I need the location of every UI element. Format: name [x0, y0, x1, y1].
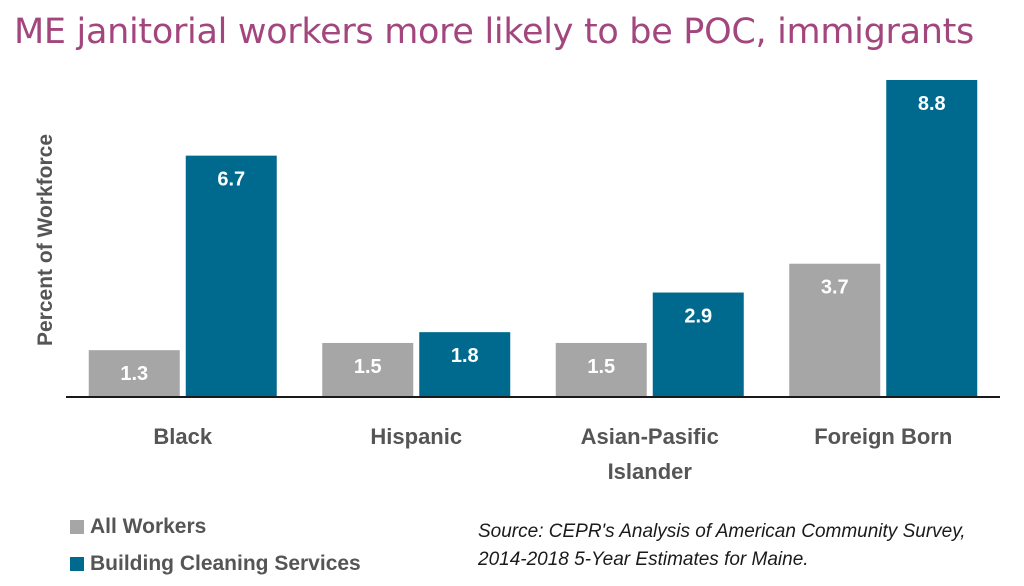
- legend-label-building-cleaning: Building Cleaning Services: [90, 551, 361, 575]
- chart-title: ME janitorial workers more likely to be …: [14, 12, 974, 52]
- x-tick-label: Black: [153, 424, 212, 449]
- data-label: 1.8: [451, 345, 479, 367]
- bar-black-series-1: [185, 155, 277, 397]
- bar-chart: 1.3 6.7 Black 1.5 1.8 Hispanic 1.5 2.9 Asian-Pas…: [66, 80, 1000, 484]
- x-tick-label: Hispanic: [370, 424, 462, 449]
- data-label: 6.7: [217, 169, 245, 191]
- legend-item-building-cleaning: Building Cleaning Services: [70, 545, 361, 582]
- x-tick-label: Asian-Pasific: [581, 424, 719, 449]
- x-tick-label: Islander: [608, 459, 693, 484]
- source-line-1: Source: CEPR's Analysis of American Comm…: [478, 521, 966, 542]
- x-tick-label: Foreign Born: [814, 424, 952, 449]
- bar-foreign-born-series-1: [886, 80, 978, 397]
- source-line-2: 2014-2018 5-Year Estimates for Maine.: [478, 549, 809, 570]
- data-label: 2.9: [684, 306, 712, 328]
- bar-black-series-0: [88, 350, 180, 397]
- bar-foreign-born-series-0: [789, 263, 881, 397]
- bar-asian-pasific-islander-series-1: [652, 292, 744, 397]
- legend-swatch-all-workers: [70, 519, 84, 534]
- data-label: 8.8: [918, 93, 946, 115]
- data-label: 3.7: [821, 277, 849, 299]
- legend-label-all-workers: All Workers: [90, 514, 207, 538]
- data-label: 1.5: [354, 356, 382, 378]
- bar-hispanic-series-1: [419, 332, 511, 397]
- data-label: 1.3: [120, 363, 148, 385]
- legend-item-all-workers: All Workers: [70, 508, 361, 545]
- legend: All Workers Building Cleaning Services: [70, 508, 361, 582]
- bar-asian-pasific-islander-series-0: [555, 342, 647, 397]
- data-label: 1.5: [587, 356, 615, 378]
- source-note: Source: CEPR's Analysis of American Comm…: [478, 518, 966, 574]
- legend-swatch-building-cleaning: [70, 556, 84, 571]
- bar-hispanic-series-0: [322, 342, 414, 397]
